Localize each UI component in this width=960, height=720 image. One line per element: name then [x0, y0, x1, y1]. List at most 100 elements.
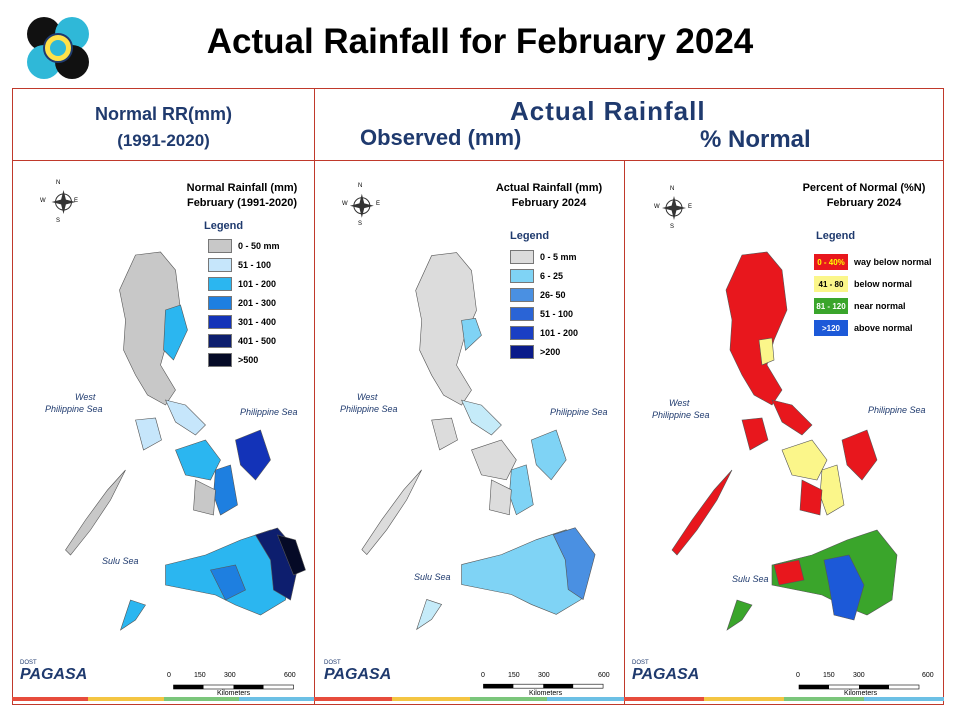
legend-row: >120 above normal [814, 317, 932, 339]
scale-300: 300 [538, 672, 550, 679]
legend-label: below normal [854, 279, 913, 289]
legend-row: 301 - 400 [208, 312, 280, 331]
color-stripe [314, 697, 625, 701]
legend-row: 81 - 120 near normal [814, 295, 932, 317]
compass-w-label: W [342, 201, 348, 207]
east-sea-label: Philippine Sea [868, 405, 926, 415]
legend-swatch [510, 287, 534, 302]
observed-legend-title: Legend [510, 230, 550, 242]
legend-row: 0 - 5 mm [510, 247, 578, 266]
legend-row: 101 - 200 [208, 274, 280, 293]
legend-row: 101 - 200 [510, 323, 578, 342]
legend-label: 301 - 400 [238, 316, 277, 327]
normal-legend-title: Legend [204, 220, 244, 232]
scale-600: 600 [284, 672, 296, 679]
scale-0: 0 [167, 672, 171, 679]
legend-label: 0 - 50 mm [238, 240, 280, 251]
compass-e-label: E [688, 204, 693, 210]
legend-row: 401 - 500 [208, 331, 280, 350]
scale-unit: Kilometers [844, 690, 878, 697]
legend-label: >200 [540, 346, 561, 357]
compass-s-label: S [670, 224, 675, 230]
west-sea-label-1: West [357, 392, 378, 402]
scale-0: 0 [796, 672, 800, 679]
pagasa-brand: DOST PAGASA [632, 660, 699, 684]
compass-w-label: W [40, 198, 46, 204]
brand-pagasa: PAGASA [632, 666, 700, 683]
legend-label: 26- 50 [540, 289, 566, 300]
compass-s-label: S [358, 221, 363, 227]
legend-swatch: >120 [814, 320, 848, 336]
west-sea-label-2: Philippine Sea [652, 410, 710, 420]
west-sea-label-2: Philippine Sea [340, 404, 398, 414]
legend-label: 51 - 100 [238, 259, 272, 270]
west-sea-label-2: Philippine Sea [45, 404, 103, 414]
observed-map-title-2: February 2024 [511, 197, 587, 209]
legend-row: 51 - 100 [208, 255, 280, 274]
scale-150: 150 [508, 672, 520, 679]
legend-row: 41 - 80 below normal [814, 273, 932, 295]
sulu-sea-label: Sulu Sea [732, 574, 769, 584]
percent-legend: 0 - 40% way below normal 41 - 80 below norm… [814, 251, 932, 339]
legend-row: 0 - 40% way below normal [814, 251, 932, 273]
pagasa-brand: DOST PAGASA [324, 660, 391, 684]
sulu-sea-label: Sulu Sea [414, 572, 451, 582]
scale-150: 150 [194, 672, 206, 679]
normal-header-line1: Normal RR(mm) [94, 104, 232, 124]
west-sea-label-1: West [75, 392, 96, 402]
observed-header: Observed (mm) [360, 125, 522, 150]
legend-row: 6 - 25 [510, 266, 578, 285]
normal-map-panel: Normal Rainfall (mm) February (1991-2020… [12, 160, 315, 705]
legend-label: 6 - 25 [540, 270, 564, 281]
legend-row: 51 - 100 [510, 304, 578, 323]
legend-row: 201 - 300 [208, 293, 280, 312]
east-sea-label: Philippine Sea [550, 407, 608, 417]
compass-n-label: N [358, 183, 363, 189]
legend-swatch [208, 352, 232, 367]
philippines-percent-normal-map [662, 196, 920, 690]
legend-label: 101 - 200 [238, 278, 277, 289]
color-stripe [624, 697, 944, 701]
scale-600: 600 [598, 672, 610, 679]
percent-map-panel: Percent of Normal (%N) February 2024 N S… [624, 160, 944, 705]
west-sea-label-1: West [669, 398, 690, 408]
legend-swatch: 0 - 40% [814, 254, 848, 270]
actual-header: Actual Rainfall [510, 96, 706, 126]
legend-swatch [208, 295, 232, 310]
legend-label: 201 - 300 [238, 297, 277, 308]
percent-legend-title: Legend [816, 230, 856, 242]
page-title: Actual Rainfall for February 2024 [206, 22, 754, 61]
legend-row: >200 [510, 342, 578, 361]
legend-swatch [510, 306, 534, 321]
normal-map-title-2: February (1991-2020) [186, 197, 298, 209]
legend-label: 0 - 5 mm [540, 251, 577, 262]
scale-600: 600 [922, 672, 934, 679]
legend-swatch [510, 344, 534, 359]
legend-swatch: 81 - 120 [814, 298, 848, 314]
pagasa-brand: DOST PAGASA [20, 660, 87, 684]
compass-n-label: N [670, 186, 675, 192]
brand-dost: DOST [324, 660, 341, 666]
legend-swatch [208, 314, 232, 329]
normal-map-title-1: Normal Rainfall (mm) [186, 182, 298, 194]
compass-n-label: N [56, 180, 61, 186]
legend-label: 101 - 200 [540, 327, 579, 338]
panel-percent [624, 160, 944, 705]
legend-swatch [208, 333, 232, 348]
legend-swatch: 41 - 80 [814, 276, 848, 292]
legend-swatch [510, 325, 534, 340]
brand-dost: DOST [20, 660, 37, 666]
scale-300: 300 [853, 672, 865, 679]
pagasa-seal-logo [27, 17, 89, 79]
scale-unit: Kilometers [529, 690, 563, 697]
observed-legend: 0 - 5 mm 6 - 25 26- 50 51 - 100 101 - 200 >20… [510, 247, 578, 361]
legend-label: way below normal [854, 257, 932, 267]
sulu-sea-label: Sulu Sea [102, 556, 139, 566]
observed-map-title-1: Actual Rainfall (mm) [495, 182, 603, 194]
normal-header-line2: (1991-2020) [117, 131, 210, 150]
percent-normal-header: % Normal [700, 126, 811, 153]
philippines-normal-rainfall-map [51, 190, 306, 690]
legend-label: 51 - 100 [540, 308, 574, 319]
legend-label: near normal [854, 301, 906, 311]
scale-300: 300 [224, 672, 236, 679]
